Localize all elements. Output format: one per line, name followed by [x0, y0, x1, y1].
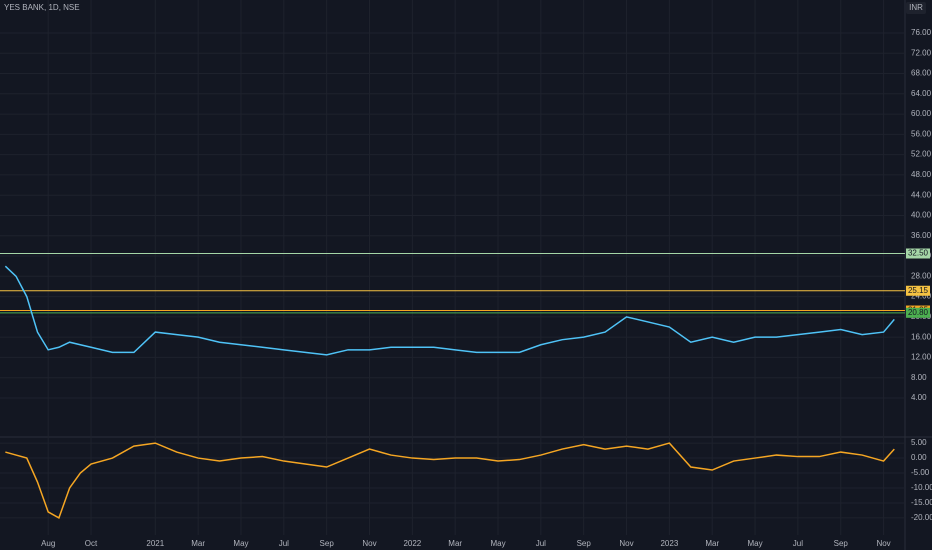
level-label-box	[906, 285, 930, 296]
x-tick-label: Sep	[834, 539, 849, 548]
y-tick-label: -5.00	[911, 468, 930, 477]
currency: INR	[909, 3, 923, 12]
x-tick-label: May	[233, 539, 248, 548]
y-tick-label: 72.00	[911, 48, 932, 57]
series-line	[5, 442, 895, 520]
x-tick-label: Nov	[362, 539, 376, 548]
y-tick-label: 28.00	[911, 271, 932, 280]
grid	[0, 0, 905, 535]
y-tick-label: 48.00	[911, 170, 932, 179]
level-label-box	[906, 307, 930, 318]
level-label: 32.50	[908, 249, 929, 258]
x-tick-label: Jul	[793, 539, 803, 548]
level-label-box	[906, 248, 930, 259]
y-tick-label: 76.00	[911, 28, 932, 37]
y-tick-label: 68.00	[911, 69, 932, 78]
x-tick-label: 2021	[146, 539, 164, 548]
level-label: 20.80	[908, 308, 929, 317]
y-tick-label: 52.00	[911, 150, 932, 159]
x-tick-label: Mar	[191, 539, 205, 548]
x-tick-label: Nov	[619, 539, 633, 548]
series-line	[4, 265, 895, 356]
x-tick-label: Nov	[876, 539, 890, 548]
y-tick-label: 40.00	[911, 211, 932, 220]
x-tick-label: Mar	[448, 539, 462, 548]
x-tick-label: Sep	[577, 539, 592, 548]
y-tick-label: 36.00	[911, 231, 932, 240]
x-tick-label: 2022	[403, 539, 421, 548]
y-tick-label: 16.00	[911, 332, 932, 341]
y-tick-label: -15.00	[911, 498, 932, 507]
y-tick-label: 4.00	[911, 393, 927, 402]
x-tick-label: 2023	[660, 539, 678, 548]
y-tick-label: 60.00	[911, 109, 932, 118]
y-tick-label: 24.00	[911, 292, 932, 301]
y-tick-label: -20.00	[911, 513, 932, 522]
level-label: 25.15	[908, 286, 929, 295]
x-tick-label: Mar	[705, 539, 719, 548]
y-tick-label: 12.00	[911, 353, 932, 362]
symbol-title: YES BANK, 1D, NSE	[4, 3, 80, 12]
y-tick-label: -10.00	[911, 483, 932, 492]
y-tick-label: 44.00	[911, 190, 932, 199]
x-tick-label: Jul	[279, 539, 289, 548]
x-tick-label: Sep	[320, 539, 335, 548]
x-tick-label: May	[490, 539, 505, 548]
y-tick-label: 56.00	[911, 129, 932, 138]
y-tick-label: 64.00	[911, 89, 932, 98]
x-tick-label: Jul	[536, 539, 546, 548]
currency-box	[906, 2, 926, 14]
x-tick-label: Oct	[85, 539, 98, 548]
y-tick-label: 8.00	[911, 373, 927, 382]
x-tick-label: May	[747, 539, 762, 548]
y-tick-label: 5.00	[911, 438, 927, 447]
x-tick-label: Aug	[41, 539, 55, 548]
y-tick-label: 0.00	[911, 453, 927, 462]
